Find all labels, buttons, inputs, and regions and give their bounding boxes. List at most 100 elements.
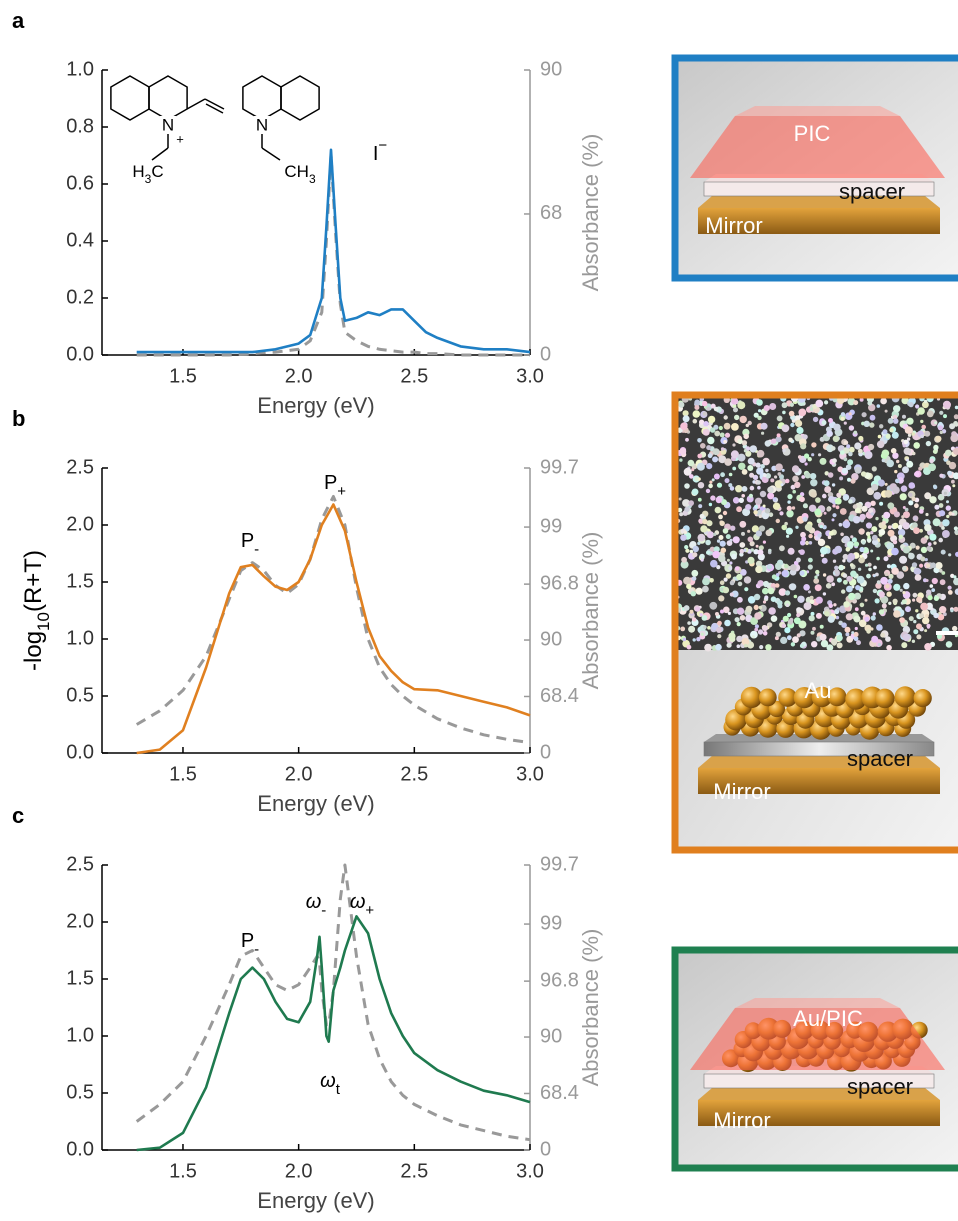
y2-tick-label: 99 (540, 912, 562, 934)
sem-particle (712, 478, 715, 481)
y-axis-label: -log10(R+T) (20, 550, 53, 671)
sem-particle (920, 435, 924, 439)
sem-particle (755, 498, 762, 505)
y-tick-label: 0.4 (66, 229, 94, 251)
sem-particle (916, 634, 921, 639)
sem-particle (826, 575, 834, 583)
sem-particle (747, 465, 753, 471)
sem-particle (837, 642, 843, 648)
sem-particle (716, 497, 723, 504)
sem-particle (941, 526, 945, 530)
sem-particle (685, 549, 689, 553)
sem-particle (761, 432, 764, 435)
annotation-main: ω (306, 891, 322, 913)
sem-particle (695, 477, 699, 481)
sem-particle (950, 434, 958, 442)
sem-particle (771, 439, 776, 444)
data-line (137, 505, 530, 754)
sem-particle (782, 402, 788, 408)
sem-particle (920, 420, 923, 423)
sem-particle (779, 545, 785, 551)
sem-particle (903, 634, 910, 641)
au-particle (759, 689, 777, 707)
sem-particle (687, 645, 692, 650)
x-tick-label: 3.0 (516, 763, 544, 785)
sem-particle (903, 546, 910, 553)
sem-particle (828, 496, 835, 503)
x-tick-label: 2.0 (285, 763, 313, 785)
sem-particle (800, 644, 804, 648)
sem-particle (784, 627, 790, 633)
panel-label: c (12, 803, 24, 828)
y-tick-label: 1.0 (66, 58, 94, 80)
sem-particle (768, 549, 772, 553)
sem-particle (940, 579, 946, 585)
sem-particle (798, 455, 802, 459)
sem-particle (856, 640, 861, 645)
sem-particle (706, 445, 711, 450)
sem-particle (901, 485, 908, 492)
sem-particle (914, 472, 919, 477)
sem-particle (846, 613, 853, 620)
sem-particle (750, 486, 755, 491)
sem-particle (912, 562, 917, 567)
sem-particle (765, 469, 768, 472)
sem-particle (871, 615, 876, 620)
sem-particle (782, 424, 790, 432)
sem-particle (720, 588, 724, 592)
x-tick-label: 1.5 (169, 763, 197, 785)
sem-particle (879, 529, 885, 535)
sem-particle (730, 592, 734, 596)
sem-particle (715, 644, 722, 651)
sem-particle (891, 448, 897, 454)
sem-particle (878, 643, 881, 646)
sem-particle (840, 508, 847, 515)
y-axis-label-part: 10 (34, 612, 53, 631)
sem-particle (678, 402, 684, 408)
illustration-label: spacer (847, 1074, 913, 1099)
sem-particle (699, 554, 704, 559)
sem-particle (688, 500, 694, 506)
sem-particle (755, 566, 762, 573)
sem-particle (709, 481, 712, 484)
y2-tick-label: 90 (540, 58, 562, 80)
sem-particle (684, 605, 690, 611)
au-particle (895, 686, 916, 707)
sem-particle (763, 581, 769, 587)
sem-particle (800, 540, 805, 545)
y-tick-label: 0.0 (66, 343, 94, 365)
sem-particle (723, 511, 727, 515)
sem-particle (737, 644, 741, 648)
sem-particle (892, 432, 899, 439)
sem-particle (765, 508, 771, 514)
sem-particle (754, 612, 761, 619)
sem-particle (733, 497, 740, 504)
sem-particle (775, 463, 783, 471)
sem-particle (841, 412, 845, 416)
sem-particle (873, 589, 877, 593)
sem-particle (774, 475, 777, 478)
sem-particle (811, 453, 814, 456)
sem-particle (730, 581, 735, 586)
sem-particle (782, 449, 785, 452)
sem-particle (731, 398, 738, 405)
sem-particle (738, 454, 746, 462)
sem-particle (718, 595, 724, 601)
sem-particle (938, 425, 943, 430)
sem-particle (700, 525, 707, 532)
sem-particle (815, 497, 821, 503)
sem-particle (893, 584, 900, 591)
sem-particle (690, 610, 694, 614)
y2-tick-label: 0 (540, 1138, 551, 1160)
sem-particle (679, 512, 683, 516)
sem-particle (684, 507, 689, 512)
sem-particle (925, 614, 929, 618)
sem-particle (688, 626, 695, 633)
sem-particle (902, 415, 906, 419)
sem-particle (854, 616, 861, 623)
sem-particle (946, 505, 951, 510)
sem-particle (818, 453, 821, 456)
sem-particle (880, 633, 885, 638)
sem-particle (763, 541, 766, 544)
molecule-group-part: C (151, 162, 163, 181)
